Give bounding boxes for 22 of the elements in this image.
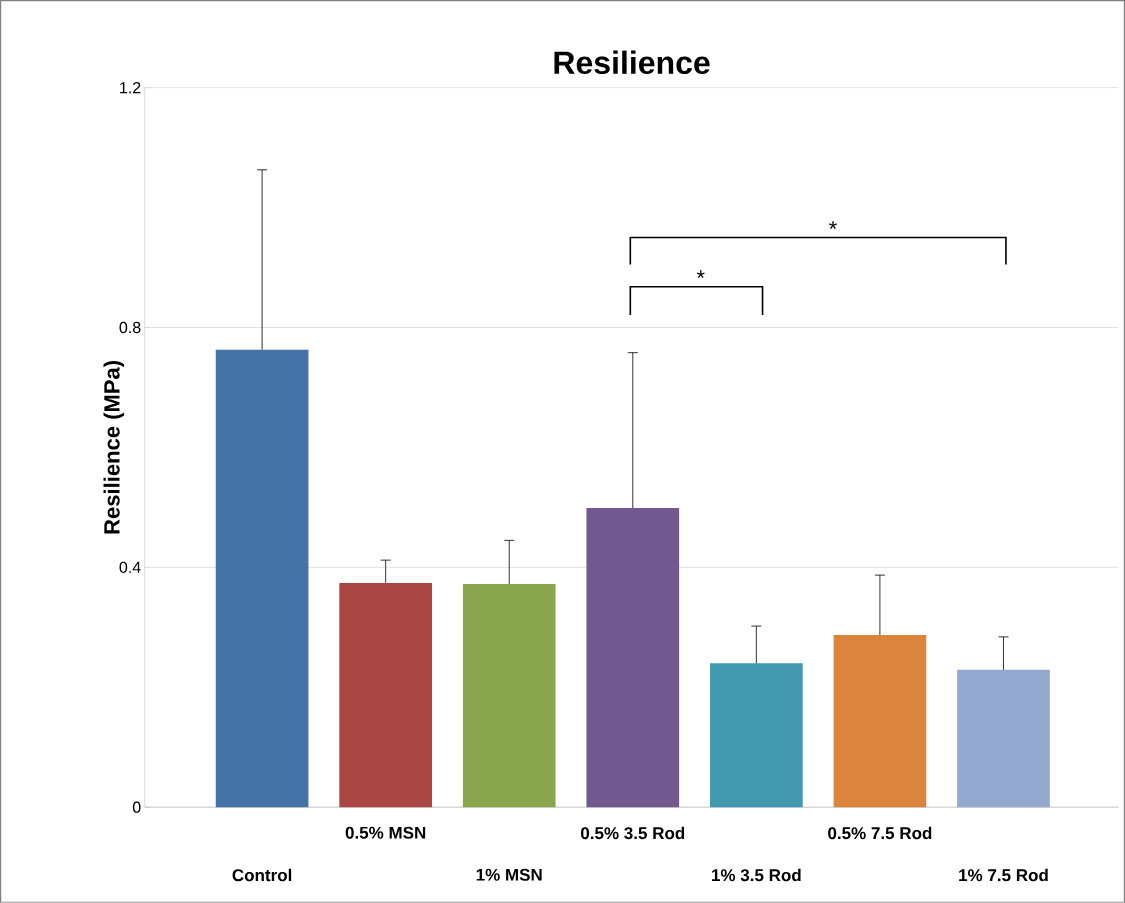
bar — [462, 584, 556, 808]
x-tick-label: 1% MSN — [476, 868, 542, 881]
chart-title: Resilience — [554, 50, 710, 75]
x-tick-label: 0.5% 3.5 Rod — [580, 826, 685, 840]
bar — [957, 669, 1050, 808]
x-tick-label: 1% 7.5 Rod — [959, 868, 1048, 882]
y-tick-label: 0.4 — [119, 561, 141, 574]
y-tick-label: 0.8 — [119, 321, 141, 334]
x-tick-label: Control — [232, 868, 292, 882]
y-tick-label: 1.2 — [120, 82, 141, 94]
bar — [833, 635, 927, 808]
bar — [586, 508, 680, 808]
annotation: * — [829, 221, 837, 230]
annotation: * — [696, 270, 705, 279]
y-tick-label: 0 — [132, 801, 141, 813]
y-axis-title: Resilience (MPa) — [103, 361, 125, 534]
x-tick-label: 0.5% MSN — [345, 826, 426, 839]
bar — [215, 349, 309, 808]
bar — [710, 663, 803, 808]
x-tick-label: 1% 3.5 Rod — [712, 868, 801, 882]
bar — [339, 583, 432, 808]
x-tick-label: 0.5% 7.5 Rod — [828, 826, 932, 840]
